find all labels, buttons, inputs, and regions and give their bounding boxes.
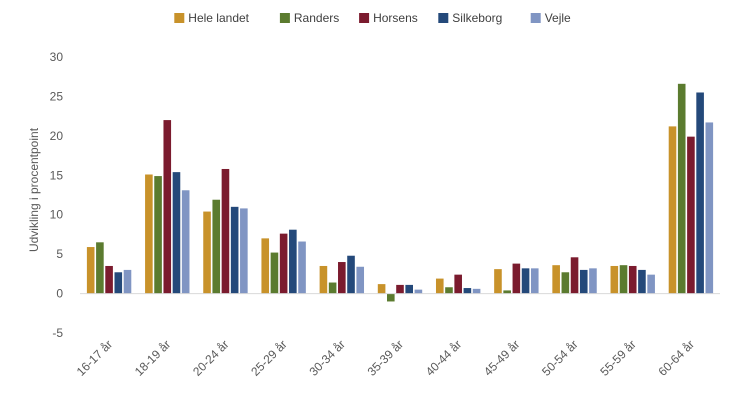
x-axis-ticks: 16-17 år 18-19 år 20-24 år 25-29 år 30-34 år… [74, 337, 697, 379]
bar [454, 274, 462, 294]
legend-label: Vejle [545, 11, 571, 25]
y-tick-label: 10 [50, 208, 64, 222]
bar [512, 263, 521, 294]
bar [356, 266, 365, 294]
bar [503, 290, 511, 294]
bar [677, 83, 686, 294]
bar [105, 265, 113, 294]
bar [279, 233, 288, 294]
bar [668, 126, 677, 294]
bar [494, 269, 502, 294]
bar [561, 272, 570, 294]
bar [521, 268, 530, 294]
legend-swatch [359, 13, 370, 23]
legend-swatch [279, 13, 290, 23]
legend-item: Randers [279, 11, 339, 25]
bar [628, 265, 637, 294]
bar [579, 269, 588, 294]
y-tick-label: 5 [56, 247, 63, 261]
bar [619, 265, 628, 294]
bar [377, 284, 386, 294]
bar [123, 269, 132, 294]
bar [338, 262, 346, 294]
bar [445, 287, 453, 294]
bar [289, 229, 297, 294]
x-tick-label: 40-44 år [423, 337, 465, 379]
bar [221, 168, 230, 294]
legend-swatch [438, 13, 449, 23]
bar [230, 206, 239, 294]
bar [435, 278, 444, 294]
bar [86, 247, 95, 294]
bar [472, 288, 481, 294]
x-tick-label: 50-54 år [539, 337, 581, 379]
bar [261, 238, 270, 294]
y-tick-label: 20 [50, 129, 64, 143]
bar [687, 136, 695, 294]
x-tick-label: 20-24 år [190, 337, 232, 379]
bar [705, 122, 714, 294]
bar [114, 272, 123, 294]
bar [240, 208, 248, 294]
bar [181, 190, 190, 294]
y-tick-label: 30 [50, 50, 64, 64]
bar [163, 120, 172, 294]
x-tick-label: 16-17 år [74, 337, 116, 379]
bar [552, 265, 560, 294]
legend-label: Randers [294, 11, 339, 25]
bar [570, 257, 579, 294]
x-tick-label: 55-59 år [597, 337, 639, 379]
bar [270, 252, 279, 294]
bar [145, 174, 153, 294]
x-tick-label: 30-34 år [306, 337, 348, 379]
legend: Hele landet Randers Horsens Silkeborg Vejle [174, 11, 571, 25]
bar [328, 282, 337, 294]
bars [86, 83, 714, 302]
legend-swatch [174, 13, 185, 23]
legend-item: Horsens [359, 11, 418, 25]
y-tick-label: 15 [50, 168, 64, 182]
y-tick-label: 0 [56, 287, 63, 301]
bar [154, 176, 162, 294]
y-axis-title: Udvikling i procentpoint [27, 127, 41, 252]
bar [610, 265, 619, 294]
bar [319, 265, 328, 294]
bar [696, 92, 704, 294]
legend-label: Hele landet [188, 11, 249, 25]
legend-label: Silkeborg [452, 11, 502, 25]
legend-item: Vejle [530, 11, 571, 25]
bar [396, 284, 404, 294]
bar [96, 242, 104, 294]
x-tick-label: 25-29 år [248, 337, 290, 379]
bar [387, 293, 395, 302]
bar [298, 241, 306, 294]
bar [203, 211, 211, 294]
x-tick-label: 18-19 år [132, 337, 174, 379]
legend-label: Horsens [373, 11, 418, 25]
legend-swatch [530, 13, 541, 23]
bar [647, 274, 655, 294]
bar [212, 199, 221, 294]
bar [638, 269, 646, 294]
legend-item: Silkeborg [438, 11, 502, 25]
bar [347, 255, 355, 294]
x-tick-label: 60-64 år [656, 337, 698, 379]
y-axis-ticks: -5 0 5 10 15 20 25 30 [50, 50, 64, 340]
bar [589, 268, 597, 294]
x-tick-label: 35-39 år [365, 337, 407, 379]
bar [463, 288, 472, 294]
bar [530, 268, 539, 294]
y-tick-label: -5 [52, 326, 63, 340]
bar [172, 172, 181, 294]
y-tick-label: 25 [50, 89, 64, 103]
bar [414, 289, 423, 294]
legend-item: Hele landet [174, 11, 250, 25]
bar [405, 284, 413, 294]
x-tick-label: 45-49 år [481, 337, 523, 379]
